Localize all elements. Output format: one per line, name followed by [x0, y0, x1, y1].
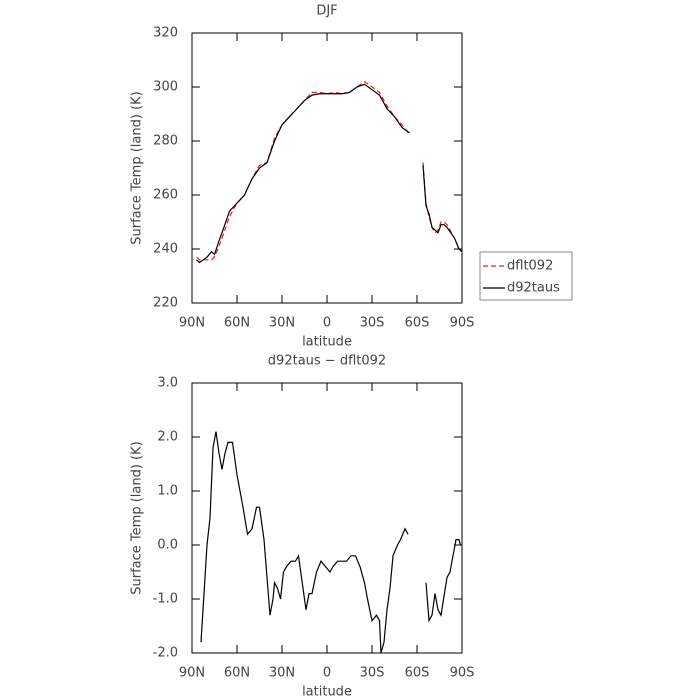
- x-tick-label: 90N: [179, 316, 205, 331]
- x-tick-label: 30N: [269, 666, 295, 681]
- legend-label: dflt092: [507, 259, 553, 274]
- y-tick-label: 3.0: [157, 376, 178, 391]
- y-tick-label: 320: [153, 26, 178, 41]
- x-tick-label: 60S: [405, 666, 430, 681]
- y-tick-label: 240: [153, 242, 178, 257]
- data-line: [196, 80, 463, 261]
- y-tick-label: 220: [153, 296, 178, 311]
- data-line: [196, 83, 463, 264]
- y-tick-label: 300: [153, 80, 178, 95]
- y-tick-label: 1.0: [157, 484, 178, 499]
- x-tick-label: 30N: [269, 316, 295, 331]
- y-tick-label: 2.0: [157, 430, 178, 445]
- x-tick-label: 90N: [179, 666, 205, 681]
- y-tick-label: -2.0: [153, 646, 178, 661]
- y-tick-label: 0.0: [157, 538, 178, 553]
- x-axis-label: latitude: [302, 335, 352, 350]
- plot-frame: [191, 382, 463, 654]
- x-tick-label: 60N: [224, 666, 250, 681]
- chart-title: DJF: [316, 4, 337, 19]
- x-tick-label: 60S: [405, 316, 430, 331]
- y-tick-label: 280: [153, 134, 178, 149]
- x-tick-label: 30S: [360, 316, 385, 331]
- legend-box: [479, 251, 573, 301]
- data-line: [200, 431, 462, 654]
- x-tick-label: 0: [323, 666, 331, 681]
- y-axis-label: Surface Temp (land) (K): [130, 91, 145, 244]
- y-tick-label: 260: [153, 188, 178, 203]
- x-tick-label: 30S: [360, 666, 385, 681]
- legend-label: d92taus: [507, 281, 560, 296]
- x-tick-label: 60N: [224, 316, 250, 331]
- y-axis-label: Surface Temp (land) (K): [130, 441, 145, 594]
- y-tick-label: -1.0: [153, 592, 178, 607]
- x-tick-label: 90S: [450, 316, 475, 331]
- x-tick-label: 0: [323, 316, 331, 331]
- plot-frame: [191, 32, 463, 304]
- x-tick-label: 90S: [450, 666, 475, 681]
- x-axis-label: latitude: [302, 685, 352, 700]
- chart-title: d92taus − dflt092: [268, 354, 386, 369]
